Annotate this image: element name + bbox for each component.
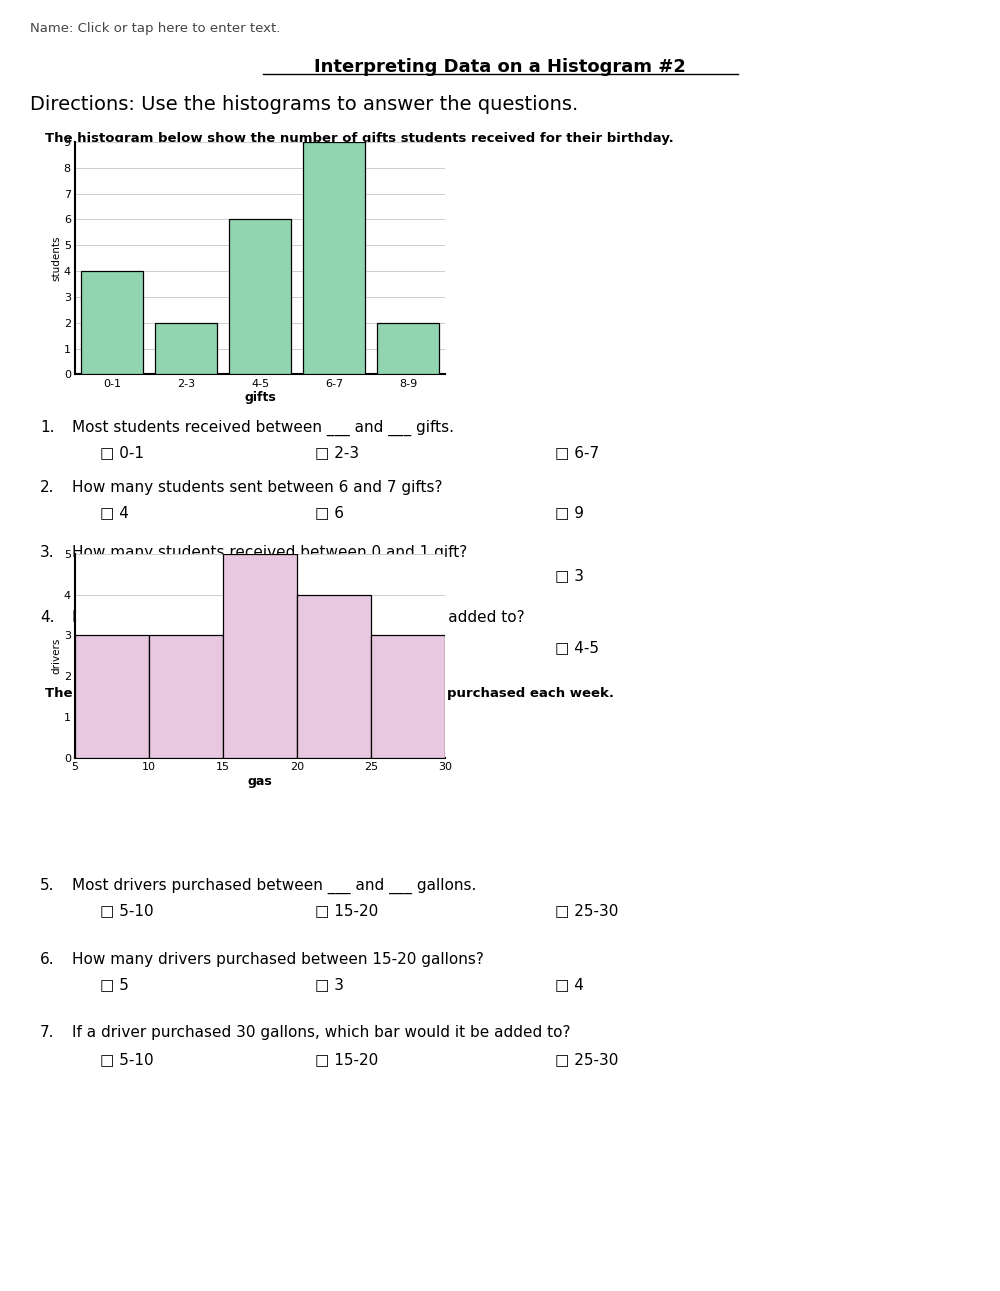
Text: □ 5-10: □ 5-10	[100, 1052, 154, 1066]
Bar	[229, 219, 291, 374]
Text: □ 3: □ 3	[555, 568, 584, 584]
X-axis label: gifts: gifts	[244, 391, 276, 404]
Text: Name: Click or tap here to enter text.: Name: Click or tap here to enter text.	[30, 22, 280, 35]
Y-axis label: students: students	[51, 235, 61, 281]
Text: How many students sent between 6 and 7 gifts?: How many students sent between 6 and 7 g…	[72, 480, 442, 494]
Text: □ 15-20: □ 15-20	[315, 1052, 378, 1066]
Text: □ 5: □ 5	[100, 977, 129, 991]
Text: □ 15-20: □ 15-20	[315, 902, 378, 918]
Text: □ 4: □ 4	[555, 977, 584, 991]
Text: □ 5-10: □ 5-10	[100, 902, 154, 918]
Text: □ 3: □ 3	[315, 977, 344, 991]
Text: □ 2-3: □ 2-3	[315, 640, 359, 655]
Text: □ 6-7: □ 6-7	[555, 445, 599, 460]
Text: 6.: 6.	[40, 951, 55, 967]
Text: Directions: Use the histograms to answer the questions.: Directions: Use the histograms to answer…	[30, 96, 578, 114]
Text: □ 0-1: □ 0-1	[100, 640, 144, 655]
Text: □ 2-3: □ 2-3	[315, 445, 359, 460]
Text: The histogram below show the gallons of gas drivers purchased each week.: The histogram below show the gallons of …	[45, 687, 614, 700]
Text: □ 25-30: □ 25-30	[555, 1052, 618, 1066]
Text: Most drivers purchased between ___ and ___ gallons.: Most drivers purchased between ___ and _…	[72, 878, 476, 895]
Text: Interpreting Data on a Histogram #2: Interpreting Data on a Histogram #2	[314, 58, 686, 76]
Text: □ 4: □ 4	[315, 568, 344, 584]
Text: □ 1: □ 1	[100, 568, 129, 584]
Text: □ 9: □ 9	[555, 505, 584, 520]
Y-axis label: drivers: drivers	[51, 638, 61, 674]
Text: □ 4: □ 4	[100, 505, 129, 520]
Bar	[297, 595, 371, 758]
Bar	[377, 323, 439, 374]
Text: 7.: 7.	[40, 1025, 54, 1041]
Text: Most students received between ___ and ___ gifts.: Most students received between ___ and _…	[72, 420, 454, 436]
Bar	[155, 323, 217, 374]
Bar	[75, 635, 149, 758]
Bar	[371, 635, 445, 758]
Text: 3.: 3.	[40, 545, 55, 560]
Text: If a driver purchased 30 gallons, which bar would it be added to?: If a driver purchased 30 gallons, which …	[72, 1025, 570, 1041]
X-axis label: gas: gas	[248, 775, 272, 788]
Bar	[149, 635, 223, 758]
Text: 5.: 5.	[40, 878, 54, 893]
Text: How many students received between 0 and 1 gift?: How many students received between 0 and…	[72, 545, 467, 560]
Text: 2.: 2.	[40, 480, 54, 494]
Bar	[81, 271, 143, 374]
Text: The histogram below show the number of gifts students received for their birthda: The histogram below show the number of g…	[45, 132, 674, 145]
Text: How many drivers purchased between 15-20 gallons?: How many drivers purchased between 15-20…	[72, 951, 484, 967]
Bar	[223, 554, 297, 758]
Text: □ 6: □ 6	[315, 505, 344, 520]
Bar	[303, 142, 365, 374]
Text: 1.: 1.	[40, 420, 54, 435]
Text: □ 4-5: □ 4-5	[555, 640, 599, 655]
Text: □ 25-30: □ 25-30	[555, 902, 618, 918]
Text: If a student sent 3 gifts which bar would they be added to?: If a student sent 3 gifts which bar woul…	[72, 611, 525, 625]
Text: 4.: 4.	[40, 611, 54, 625]
Text: □ 0-1: □ 0-1	[100, 445, 144, 460]
